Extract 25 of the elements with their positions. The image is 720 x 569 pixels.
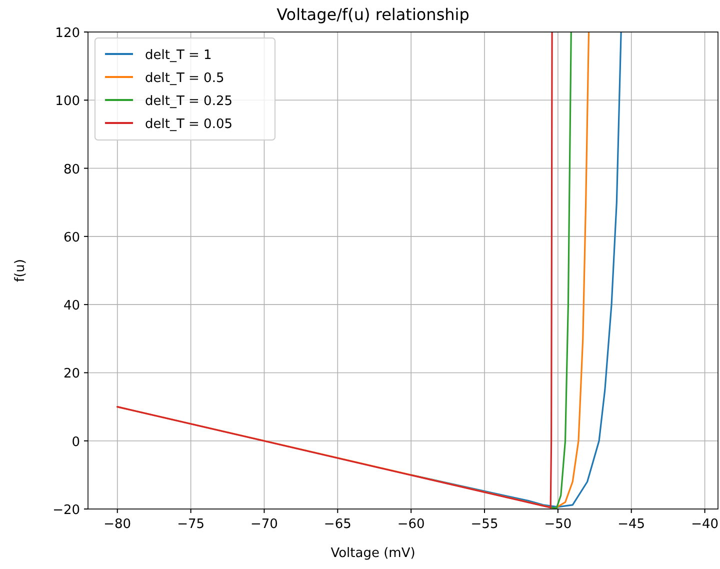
x-tick-label: −55 xyxy=(470,517,498,532)
x-tick-label: −75 xyxy=(177,517,205,532)
x-tick-label: −50 xyxy=(544,517,572,532)
legend-label: delt_T = 1 xyxy=(145,48,212,63)
y-tick-label: 20 xyxy=(63,366,80,382)
x-tick-label: −80 xyxy=(104,517,132,532)
y-tick-label: 60 xyxy=(63,230,80,246)
legend-label: delt_T = 0.5 xyxy=(145,71,224,86)
y-tick-label: 40 xyxy=(63,298,80,314)
x-tick-label: −65 xyxy=(324,517,352,532)
legend-label: delt_T = 0.05 xyxy=(145,117,233,132)
y-axis-title: f(u) xyxy=(13,259,28,282)
x-axis-title: Voltage (mV) xyxy=(330,546,416,561)
y-tick-label: −20 xyxy=(52,503,80,518)
y-tick-label: 100 xyxy=(55,94,80,110)
y-tick-label: 0 xyxy=(72,434,80,450)
x-tick-label: −60 xyxy=(397,517,425,532)
x-tick-label: −40 xyxy=(691,517,718,532)
x-tick-label: −45 xyxy=(618,517,646,532)
x-tick-label: −70 xyxy=(250,517,278,532)
line-series xyxy=(550,32,572,509)
y-tick-label: 80 xyxy=(63,162,80,178)
legend-label: delt_T = 0.25 xyxy=(145,94,233,109)
y-tick-label: 120 xyxy=(55,26,80,41)
chart-title: Voltage/f(u) relationship xyxy=(276,5,470,24)
